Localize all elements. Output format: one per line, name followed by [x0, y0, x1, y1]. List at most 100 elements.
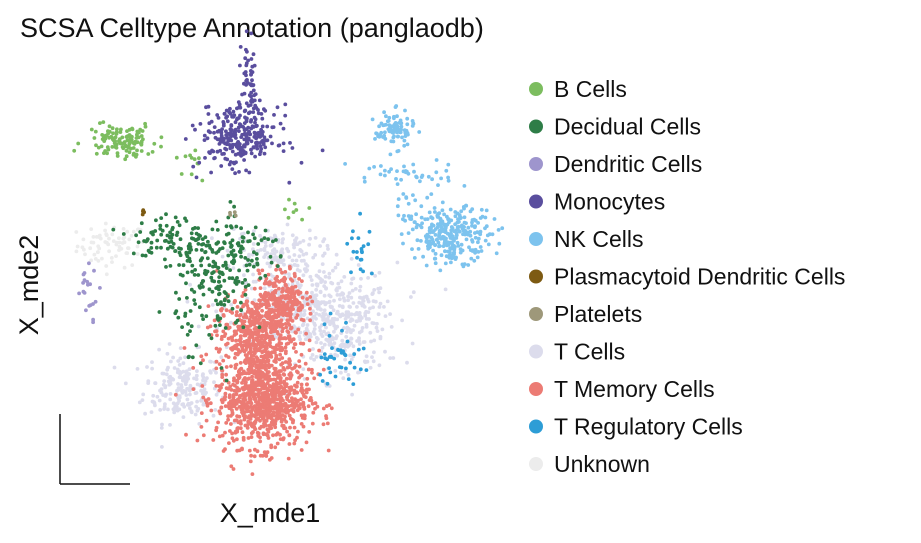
data-point: [449, 260, 453, 265]
data-point: [419, 239, 423, 243]
data-point: [300, 295, 305, 300]
data-point: [394, 177, 398, 181]
data-point: [361, 269, 365, 274]
data-point: [402, 213, 406, 218]
data-point: [205, 403, 210, 408]
data-point: [349, 341, 353, 346]
data-point: [202, 401, 206, 405]
data-point: [335, 311, 339, 316]
data-point: [284, 325, 289, 330]
series-monocytes: [183, 29, 325, 185]
data-point: [349, 312, 354, 317]
data-point: [382, 133, 387, 138]
data-point: [425, 195, 430, 200]
data-point: [361, 340, 366, 344]
data-point: [181, 361, 186, 366]
legend-marker: [529, 344, 543, 359]
data-point: [391, 124, 395, 129]
data-point: [342, 298, 347, 303]
data-point: [269, 420, 274, 425]
data-point: [449, 218, 454, 223]
data-point: [264, 324, 269, 328]
data-point: [396, 213, 401, 218]
data-point: [205, 256, 210, 261]
data-point: [233, 213, 238, 218]
data-point: [118, 140, 122, 145]
data-point: [230, 276, 235, 281]
data-point: [252, 250, 256, 255]
data-point: [248, 364, 253, 369]
data-point: [325, 243, 330, 248]
data-point: [135, 244, 140, 249]
data-point: [396, 197, 401, 202]
data-point: [281, 423, 286, 428]
data-point: [187, 372, 192, 376]
data-point: [149, 240, 154, 245]
data-point: [462, 184, 467, 188]
data-point: [188, 282, 193, 287]
data-point: [487, 232, 492, 237]
data-point: [269, 443, 274, 448]
data-point: [264, 350, 269, 355]
data-point: [203, 235, 208, 240]
data-point: [433, 233, 438, 237]
data-point: [330, 305, 334, 309]
data-point: [179, 172, 184, 176]
data-point: [439, 176, 443, 181]
data-point: [231, 467, 236, 471]
data-point: [275, 105, 280, 110]
data-point: [450, 244, 455, 249]
data-point: [182, 346, 187, 350]
data-point: [313, 406, 317, 411]
data-point: [191, 366, 196, 370]
legend-marker: [529, 232, 543, 246]
data-point: [127, 140, 132, 144]
data-point: [326, 338, 330, 343]
data-point: [324, 325, 328, 330]
data-point: [187, 242, 192, 246]
data-point: [434, 158, 439, 162]
data-point: [146, 248, 151, 253]
data-point: [139, 221, 144, 226]
legend-marker: [529, 419, 543, 434]
data-point: [207, 287, 212, 292]
data-point: [142, 210, 147, 215]
data-point: [214, 309, 219, 314]
data-point: [360, 326, 365, 330]
data-point: [140, 253, 145, 258]
data-point: [373, 274, 377, 278]
data-point: [161, 393, 166, 397]
data-point: [395, 169, 399, 174]
data-point: [378, 301, 383, 306]
data-point: [245, 78, 249, 82]
data-point: [229, 225, 234, 230]
data-point: [285, 397, 290, 402]
data-point: [246, 258, 251, 262]
data-point: [446, 249, 450, 254]
data-point: [198, 361, 203, 366]
data-point: [227, 162, 232, 167]
data-point: [233, 383, 237, 388]
data-point: [370, 355, 374, 359]
legend-label: T Cells: [554, 339, 625, 365]
data-point: [248, 359, 253, 364]
data-point: [235, 379, 240, 384]
data-point: [317, 313, 322, 317]
data-point: [274, 325, 279, 330]
data-point: [153, 403, 157, 408]
data-point: [159, 387, 164, 391]
data-point: [301, 273, 306, 278]
data-point: [378, 336, 383, 341]
data-point: [236, 100, 241, 104]
data-point: [187, 367, 192, 372]
data-point: [114, 132, 119, 136]
data-point: [250, 335, 255, 339]
data-point: [237, 170, 241, 174]
data-point: [228, 268, 233, 272]
data-point: [355, 305, 359, 309]
data-point: [273, 302, 277, 306]
data-point: [231, 266, 236, 270]
data-point: [231, 261, 236, 266]
legend-item: T Memory Cells: [529, 376, 715, 402]
data-point: [452, 250, 457, 255]
